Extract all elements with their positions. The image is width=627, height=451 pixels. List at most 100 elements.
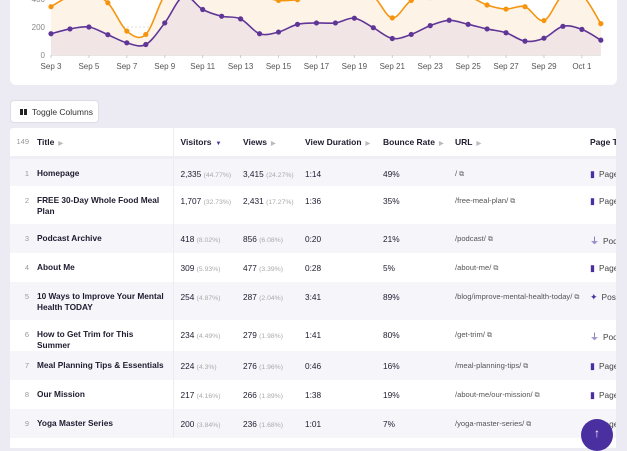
url-cell[interactable]: /about-me/⧉ [455, 253, 590, 282]
data-point [200, 7, 205, 12]
view-duration-cell: 0:46 [305, 351, 383, 380]
bounce-rate-cell: 7% [383, 409, 455, 438]
data-point [579, 27, 584, 32]
table-row[interactable]: 7 Meal Planning Tips & Essentials 224 (4… [10, 351, 616, 380]
visitors-cell: 309 (5.93%) [173, 253, 243, 282]
url-cell[interactable]: /about-me/our-mission/⧉ [455, 380, 590, 409]
data-point [86, 24, 91, 29]
row-count: 149 [10, 128, 37, 157]
table-row[interactable]: 1 Homepage 2,335 (44.77%) 3,415 (24.27%)… [10, 157, 616, 186]
page-background-strip [616, 128, 627, 437]
external-link-icon[interactable]: ⧉ [523, 363, 528, 370]
table-row[interactable]: 8 Our Mission 217 (4.16%) 266 (1.89%) 1:… [10, 380, 616, 409]
pages-table: 149 Title▶ Visitors▼ Views▶ View Duratio… [10, 128, 616, 438]
y-tick-label: 400 [32, 0, 46, 4]
row-index: 2 [10, 186, 37, 224]
table-row[interactable]: 2 FREE 30-Day Whole Food Meal Plan 1,707… [10, 186, 616, 224]
x-tick-label: Sep 13 [228, 62, 254, 71]
page-title[interactable]: Meal Planning Tips & Essentials [37, 351, 173, 380]
url-cell[interactable]: /⧉ [455, 157, 590, 186]
page-title[interactable]: Our Mission [37, 380, 173, 409]
data-point [143, 32, 148, 37]
microphone-icon: ⏚ [590, 236, 599, 246]
table-row[interactable]: 5 10 Ways to Improve Your Mental Health … [10, 282, 616, 320]
arrow-up-icon: ↑ [594, 426, 600, 440]
columns-icon [20, 109, 27, 115]
header-views[interactable]: Views▶ [243, 128, 305, 157]
data-point [466, 22, 471, 27]
scroll-to-top-button[interactable]: ↑ [581, 419, 613, 451]
external-link-icon[interactable]: ⧉ [488, 236, 493, 243]
data-point [541, 18, 546, 23]
visitors-cell: 254 (4.87%) [173, 282, 243, 320]
data-point [276, 29, 281, 34]
pages-table-card: 149 Title▶ Visitors▼ Views▶ View Duratio… [10, 128, 616, 448]
views-cell: 287 (2.04%) [243, 282, 305, 320]
page-title[interactable]: How to Get Trim for This Summer [37, 320, 173, 351]
external-link-icon[interactable]: ⧉ [493, 265, 498, 272]
header-bounce-rate[interactable]: Bounce Rate▶ [383, 128, 455, 157]
page-title[interactable]: Homepage [37, 157, 173, 186]
url-cell[interactable]: /meal-planning-tips/⧉ [455, 351, 590, 380]
microphone-icon: ⏚ [590, 332, 599, 342]
x-tick-label: Sep 17 [304, 62, 330, 71]
page-icon: ▮ [590, 390, 595, 400]
x-tick-label: Sep 3 [41, 62, 62, 71]
external-link-icon[interactable]: ⧉ [510, 198, 515, 205]
views-cell: 276 (1.96%) [243, 351, 305, 380]
page-type-cell: ▮Page [590, 351, 616, 380]
page-title[interactable]: About Me [37, 253, 173, 282]
url-cell[interactable]: /free-meal-plan/⧉ [455, 186, 590, 224]
data-point [522, 39, 527, 44]
external-link-icon[interactable]: ⧉ [487, 332, 492, 339]
page-title[interactable]: FREE 30-Day Whole Food Meal Plan [37, 186, 173, 224]
page-type-cell: ⏚Podcast [590, 320, 616, 351]
external-link-icon[interactable]: ⧉ [574, 294, 579, 301]
bounce-rate-cell: 21% [383, 224, 455, 253]
page-title[interactable]: 10 Ways to Improve Your Mental Health TO… [37, 282, 173, 320]
header-view-duration[interactable]: View Duration▶ [305, 128, 383, 157]
toggle-columns-button[interactable]: Toggle Columns [10, 100, 99, 123]
table-row[interactable]: 9 Yoga Master Series 200 (3.84%) 236 (1.… [10, 409, 616, 438]
row-index: 5 [10, 282, 37, 320]
views-cell: 3,415 (24.27%) [243, 157, 305, 186]
external-link-icon[interactable]: ⧉ [535, 392, 540, 399]
header-title[interactable]: Title▶ [37, 128, 173, 157]
visitors-cell: 224 (4.3%) [173, 351, 243, 380]
data-point [105, 32, 110, 37]
header-url[interactable]: URL▶ [455, 128, 590, 157]
view-duration-cell: 0:28 [305, 253, 383, 282]
table-row[interactable]: 4 About Me 309 (5.93%) 477 (3.39%) 0:28 … [10, 253, 616, 282]
data-point [371, 25, 376, 30]
row-index: 6 [10, 320, 37, 351]
table-row[interactable]: 6 How to Get Trim for This Summer 234 (4… [10, 320, 616, 351]
views-cell: 477 (3.39%) [243, 253, 305, 282]
external-link-icon[interactable]: ⧉ [459, 171, 464, 178]
data-point [390, 36, 395, 41]
url-cell[interactable]: /yoga-master-series/⧉ [455, 409, 590, 438]
data-point [295, 22, 300, 27]
page-title[interactable]: Podcast Archive [37, 224, 173, 253]
views-cell: 266 (1.89%) [243, 380, 305, 409]
header-visitors[interactable]: Visitors▼ [173, 128, 243, 157]
external-link-icon[interactable]: ⧉ [526, 421, 531, 428]
x-tick-label: Sep 5 [78, 62, 99, 71]
view-duration-cell: 3:41 [305, 282, 383, 320]
data-point [352, 16, 357, 21]
page-type-cell: ✦Post [590, 282, 616, 320]
visitors-cell: 200 (3.84%) [173, 409, 243, 438]
data-point [598, 21, 603, 26]
table-row[interactable]: 3 Podcast Archive 418 (8.02%) 856 (6.08%… [10, 224, 616, 253]
x-tick-label: Sep 21 [380, 62, 406, 71]
url-cell[interactable]: /podcast/⧉ [455, 224, 590, 253]
data-point [541, 36, 546, 41]
pin-icon: ✦ [590, 292, 598, 302]
url-cell[interactable]: /blog/improve-mental-health-today/⧉ [455, 282, 590, 320]
url-cell[interactable]: /get-trim/⧉ [455, 320, 590, 351]
header-page-type[interactable]: Page Type [590, 128, 616, 157]
page-icon: ▮ [590, 169, 595, 179]
row-index: 3 [10, 224, 37, 253]
page-title[interactable]: Yoga Master Series [37, 409, 173, 438]
bounce-rate-cell: 49% [383, 157, 455, 186]
